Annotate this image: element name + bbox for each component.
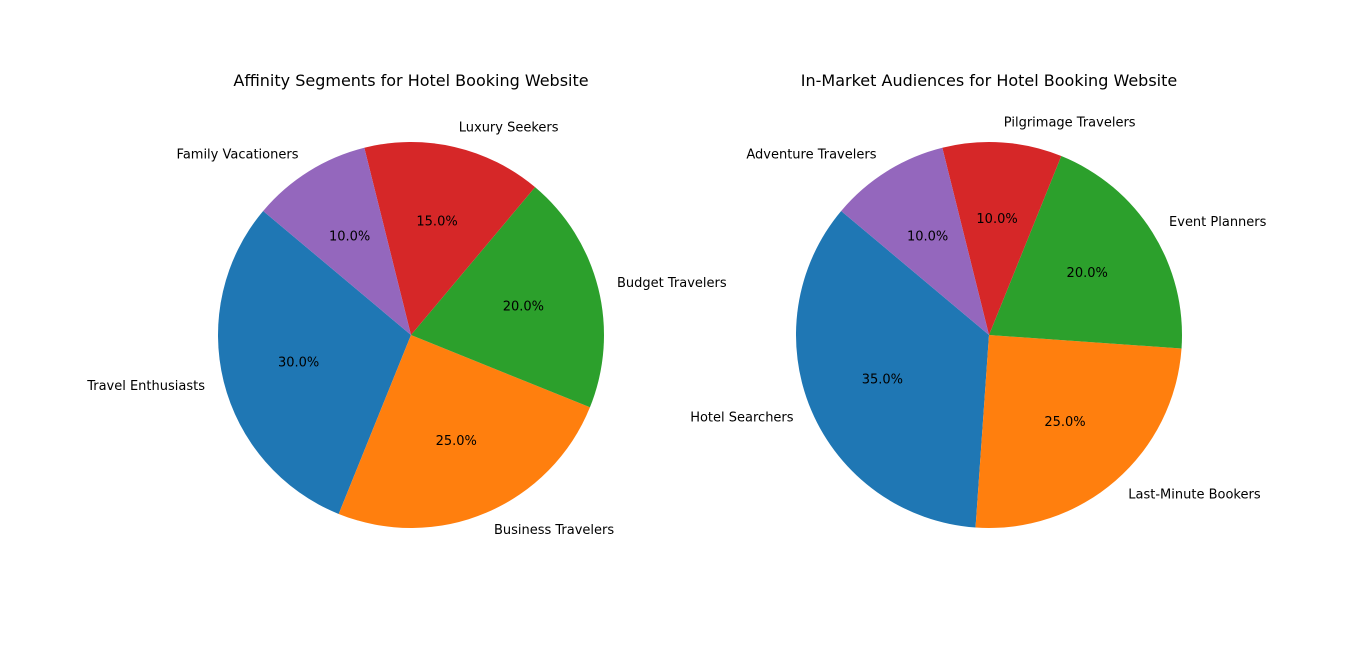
slice-label: Luxury Seekers xyxy=(459,121,559,136)
slice-percent-label: 10.0% xyxy=(329,229,370,244)
affinity-pie-chart: Affinity Segments for Hotel Booking Webs… xyxy=(86,71,727,538)
pie-labels: Travel Enthusiasts 30.0% Business Traveler… xyxy=(86,121,727,538)
pie-slice-adventure-travelers xyxy=(841,147,989,335)
pie-slice-pilgrimage-travelers xyxy=(942,142,1062,335)
slice-percent-label: 15.0% xyxy=(416,215,457,230)
slice-label: Event Planners xyxy=(1169,215,1267,230)
chart-title: In-Market Audiences for Hotel Booking We… xyxy=(801,71,1177,90)
slice-label: Adventure Travelers xyxy=(746,147,876,162)
slice-label: Family Vacationers xyxy=(177,147,299,162)
pie-slice-budget-travelers xyxy=(411,187,604,408)
slice-percent-label: 10.0% xyxy=(976,212,1017,227)
pie-slice-hotel-searchers xyxy=(796,210,989,528)
slice-percent-label: 30.0% xyxy=(278,356,319,371)
pie-slice-family-vacationers xyxy=(263,147,411,335)
slice-percent-label: 35.0% xyxy=(862,373,903,388)
pie-slice-travel-enthusiasts xyxy=(218,210,411,514)
pie-labels: Hotel Searchers 35.0% Last-Minute Bookers 2… xyxy=(690,116,1266,503)
slice-label: Budget Travelers xyxy=(617,276,727,291)
pie-slices xyxy=(218,142,604,528)
slice-label: Last-Minute Bookers xyxy=(1128,488,1261,503)
slice-percent-label: 20.0% xyxy=(1067,266,1108,281)
pie-slices xyxy=(796,142,1182,528)
slice-label: Business Travelers xyxy=(494,523,614,538)
slice-label: Hotel Searchers xyxy=(690,410,794,425)
slice-percent-label: 25.0% xyxy=(436,434,477,449)
pie-slice-business-travelers xyxy=(338,335,590,528)
pie-slice-event-planners xyxy=(989,156,1182,349)
in-market-pie-chart: In-Market Audiences for Hotel Booking We… xyxy=(690,71,1267,528)
pie-slice-last-minute-bookers xyxy=(975,335,1182,528)
slice-percent-label: 25.0% xyxy=(1044,415,1085,430)
chart-title: Affinity Segments for Hotel Booking Webs… xyxy=(233,71,588,90)
slice-label: Pilgrimage Travelers xyxy=(1004,116,1136,131)
slice-label: Travel Enthusiasts xyxy=(86,379,205,394)
slice-percent-label: 10.0% xyxy=(907,229,948,244)
slice-percent-label: 20.0% xyxy=(503,299,544,314)
pie-slice-luxury-seekers xyxy=(364,142,536,335)
